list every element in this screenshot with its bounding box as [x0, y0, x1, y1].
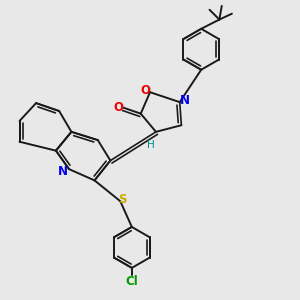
Text: H: H [147, 140, 154, 150]
Text: O: O [113, 100, 123, 114]
Text: N: N [58, 165, 68, 178]
Text: S: S [118, 193, 126, 206]
Text: O: O [140, 84, 150, 98]
Text: Cl: Cl [125, 274, 138, 288]
Text: N: N [180, 94, 190, 107]
